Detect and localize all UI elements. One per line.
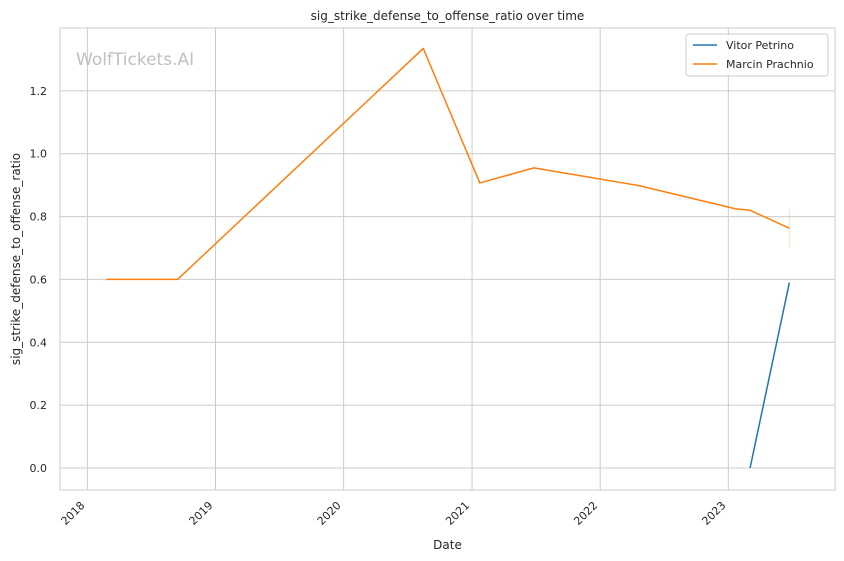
y-axis-ticks: 0.0 0.2 0.4 0.6 0.8 1.0 1.2 [30,85,48,475]
series-line-1 [106,47,790,281]
legend-entry-0: Vitor Petrino [726,39,794,52]
series [106,47,791,469]
chart-title: sig_strike_defense_to_offense_ratio over… [311,9,585,23]
plot-frame [59,27,836,491]
legend-entry-1: Marcin Prachnio [726,58,814,71]
y-tick-label: 0.0 [30,462,48,475]
y-tick-label: 0.8 [30,211,48,224]
grid [60,28,835,490]
y-tick-label: 1.0 [30,148,48,161]
y-tick-label: 0.6 [30,273,48,286]
legend: Vitor Petrino Marcin Prachnio [685,33,829,77]
y-tick-label: 0.4 [30,336,48,349]
y-tick-label: 0.2 [30,399,48,412]
y-tick-label: 1.2 [30,85,48,98]
watermark: WolfTickets.AI [76,50,194,70]
series-line-0 [749,282,791,469]
y-axis-label: sig_strike_defense_to_offense_ratio [9,153,23,365]
x-axis-label: Date [433,538,462,552]
legend-box [685,33,829,77]
